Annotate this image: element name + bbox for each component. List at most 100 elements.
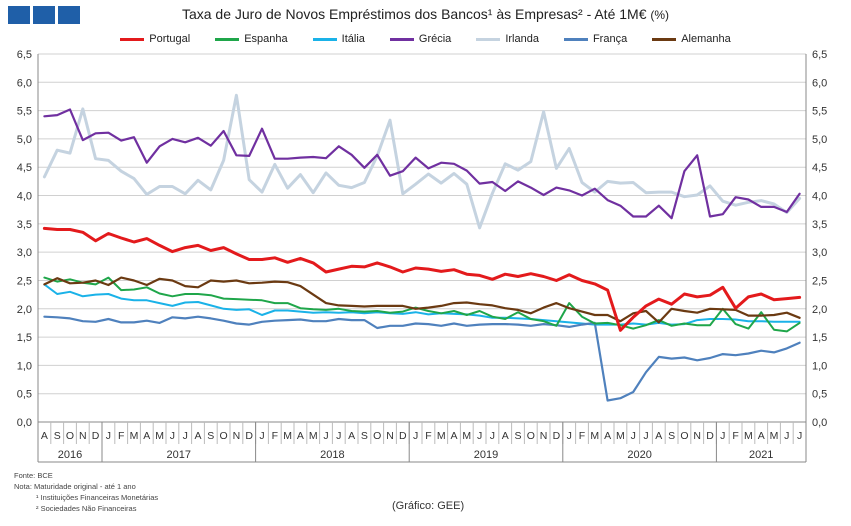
x-tick-label: D	[245, 430, 253, 442]
legend-label: Espanha	[244, 33, 288, 45]
series-line-itália	[43, 283, 801, 326]
y-tick-label-left: 0,0	[17, 417, 32, 429]
legend-swatch	[563, 37, 588, 41]
x-tick-label: A	[502, 430, 509, 442]
series-line-frança	[43, 315, 801, 402]
y-tick-label-left: 3,0	[17, 247, 32, 259]
legend-swatch	[652, 37, 677, 41]
logo-block-1	[8, 6, 30, 24]
legend-label: Irlanda	[505, 33, 539, 45]
x-tick-label: J	[631, 430, 636, 442]
chart-notes: Fonte: BCE Nota: Maturidade original - a…	[14, 470, 158, 514]
y-tick-label-right: 0,0	[812, 417, 827, 429]
x-tick-label: M	[462, 430, 471, 442]
y-tick-label-right: 3,5	[812, 219, 827, 231]
x-tick-label: S	[207, 430, 214, 442]
y-tick-label-right: 5,0	[812, 134, 827, 146]
x-tick-label: A	[655, 430, 662, 442]
x-tick-label: M	[744, 430, 753, 442]
x-tick-label: J	[567, 430, 572, 442]
x-tick-label: O	[680, 430, 688, 442]
y-tick-label-left: 6,5	[17, 49, 32, 61]
series-line-grécia	[43, 108, 801, 220]
chart-title: Taxa de Juro de Novos Empréstimos dos Ba…	[0, 6, 851, 22]
y-tick-label-right: 2,5	[812, 275, 827, 287]
x-tick-label: S	[668, 430, 675, 442]
x-tick-label: A	[143, 430, 150, 442]
x-tick-label: M	[770, 430, 779, 442]
x-tick-label: A	[450, 430, 457, 442]
footnote-1: ¹ Instituições Financeiras Monetárias	[36, 493, 159, 502]
x-tick-label: M	[437, 430, 446, 442]
y-tick-label-right: 4,0	[812, 191, 827, 203]
year-label: 2021	[749, 449, 773, 461]
series-line-alemanha	[43, 276, 801, 324]
legend-item-6: Alemanha	[652, 33, 731, 45]
y-tick-label-left: 2,0	[17, 304, 32, 316]
legend-item-1: Espanha	[215, 33, 288, 45]
source-note: Fonte: BCE	[14, 471, 53, 480]
x-tick-label: N	[693, 430, 701, 442]
y-tick-label-right: 6,0	[812, 77, 827, 89]
chart-title-unit: (%)	[650, 8, 670, 22]
x-tick-label: J	[797, 430, 802, 442]
y-tick-label-right: 2,0	[812, 304, 827, 316]
y-tick-label-right: 3,0	[812, 247, 827, 259]
x-tick-label: N	[540, 430, 548, 442]
legend-item-2: Itália	[312, 33, 365, 45]
x-tick-label: F	[425, 430, 431, 442]
year-label: 2020	[627, 449, 651, 461]
y-tick-label-right: 6,5	[812, 49, 827, 61]
x-tick-label: D	[706, 430, 714, 442]
legend-swatch	[312, 37, 337, 41]
year-label: 2018	[320, 449, 344, 461]
x-tick-label: J	[784, 430, 789, 442]
x-tick-label: S	[54, 430, 61, 442]
y-tick-label-left: 6,0	[17, 77, 32, 89]
legend-swatch	[215, 37, 240, 41]
x-tick-label: N	[79, 430, 87, 442]
legend-label: Itália	[341, 33, 365, 45]
x-tick-label: O	[373, 430, 381, 442]
legend-swatch	[389, 37, 414, 41]
x-tick-label: D	[399, 430, 407, 442]
footnote-2: ² Sociedades Não Financeiras	[36, 504, 137, 513]
y-tick-label-right: 1,5	[812, 332, 827, 344]
y-tick-label-left: 4,0	[17, 191, 32, 203]
x-tick-label: F	[118, 430, 124, 442]
x-tick-label: J	[477, 430, 482, 442]
legend-label: França	[592, 33, 628, 45]
x-tick-label: J	[643, 430, 648, 442]
x-tick-label: O	[66, 430, 74, 442]
y-tick-label-left: 5,5	[17, 106, 32, 118]
x-tick-label: M	[155, 430, 164, 442]
x-tick-label: S	[514, 430, 521, 442]
y-tick-label-left: 5,0	[17, 134, 32, 146]
series-line-portugal	[42, 226, 802, 332]
x-tick-label: D	[92, 430, 100, 442]
x-tick-label: A	[604, 430, 611, 442]
logo-block-2	[33, 6, 55, 24]
x-tick-label: J	[720, 430, 725, 442]
x-tick-label: S	[361, 430, 368, 442]
legend-swatch	[476, 37, 501, 41]
x-tick-label: J	[259, 430, 264, 442]
x-tick-label: A	[297, 430, 304, 442]
legend-swatch	[120, 37, 145, 41]
x-tick-label: A	[348, 430, 355, 442]
chart-credit: (Gráfico: GEE)	[392, 500, 465, 512]
x-tick-label: M	[283, 430, 292, 442]
x-tick-label: F	[272, 430, 278, 442]
y-tick-label-left: 2,5	[17, 275, 32, 287]
x-tick-label: A	[194, 430, 201, 442]
x-tick-label: D	[553, 430, 561, 442]
x-tick-label: M	[130, 430, 139, 442]
y-tick-label-left: 1,5	[17, 332, 32, 344]
y-tick-label-left: 0,5	[17, 389, 32, 401]
x-tick-label: N	[386, 430, 394, 442]
series-line-irlanda	[42, 93, 802, 230]
x-tick-label: F	[732, 430, 738, 442]
chart-title-text: Taxa de Juro de Novos Empréstimos dos Ba…	[181, 6, 647, 22]
x-tick-label: M	[309, 430, 318, 442]
legend-label: Alemanha	[681, 33, 731, 45]
